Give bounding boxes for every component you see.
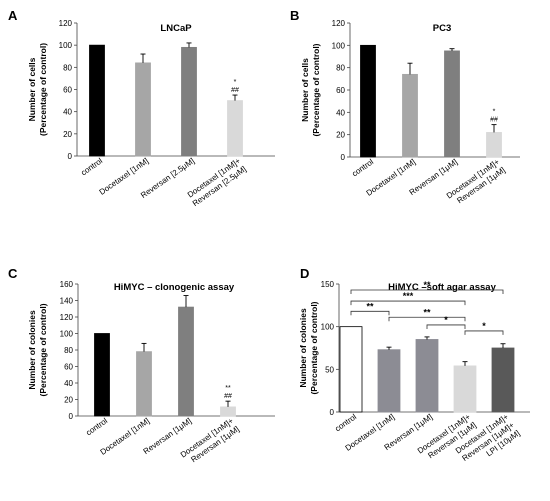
bar <box>491 347 515 413</box>
y-axis-label: Number of cells <box>27 57 37 121</box>
bar <box>377 349 401 413</box>
y-tick-label: 120 <box>332 19 346 28</box>
y-tick-label: 150 <box>321 280 335 289</box>
bar <box>453 365 477 413</box>
category-label-line: control <box>84 416 109 437</box>
y-tick-label: 100 <box>332 41 346 50</box>
comparison-bracket <box>350 289 504 294</box>
bracket-label: * <box>482 321 486 331</box>
bar <box>486 132 502 158</box>
y-tick-label: 60 <box>63 86 72 95</box>
bar <box>444 50 460 158</box>
comparison-bracket <box>350 300 466 306</box>
y-axis-label: (Percentage of control) <box>38 43 48 136</box>
chart-title: HiMYC – clonogenic assay <box>114 282 235 293</box>
y-tick-label: 0 <box>330 408 335 417</box>
panel-c: C HiMYC – clonogenic assay Number of colon… <box>8 266 275 464</box>
bracket-label: ** <box>366 301 374 311</box>
bar <box>94 333 110 417</box>
bracket-label: * <box>444 315 448 325</box>
y-tick-label: 0 <box>69 412 74 421</box>
panel-b: B PC3 Number of cells (Percentage of contro… <box>290 8 520 205</box>
y-tick-label: 20 <box>336 131 345 140</box>
bar <box>136 351 152 417</box>
y-tick-label: 50 <box>325 365 334 374</box>
y-tick-label: 0 <box>68 152 73 161</box>
y-axis-label: (Percentage of control) <box>311 43 321 136</box>
panel-letter: A <box>8 8 18 23</box>
category-label: control <box>79 156 104 177</box>
y-tick-label: 60 <box>336 86 345 95</box>
bar <box>178 306 194 417</box>
y-tick-label: 80 <box>64 346 73 355</box>
bar <box>181 46 197 157</box>
bar <box>89 44 105 157</box>
y-tick-label: 100 <box>60 330 74 339</box>
y-tick-label: 160 <box>60 280 74 289</box>
bracket-label: ** <box>423 280 431 290</box>
y-tick-label: 140 <box>60 297 74 306</box>
panel-letter: B <box>290 8 299 23</box>
chart-title: LNCaP <box>160 23 192 34</box>
category-label-line: control <box>350 157 375 178</box>
y-axis-label: (Percentage of control) <box>309 301 319 394</box>
y-tick-label: 40 <box>63 108 72 117</box>
bar <box>339 326 363 413</box>
category-label: control <box>333 412 358 433</box>
chart-title: PC3 <box>433 23 451 34</box>
significance-label: * <box>493 109 496 116</box>
category-label: control <box>350 157 375 178</box>
comparison-bracket <box>464 330 504 335</box>
category-label: control <box>84 416 109 437</box>
significance-label: ## <box>490 117 498 124</box>
significance-label: ## <box>224 393 232 400</box>
bracket-label: *** <box>403 291 414 301</box>
bar <box>415 339 439 413</box>
bar <box>227 100 243 157</box>
y-tick-label: 80 <box>336 64 345 73</box>
y-tick-label: 40 <box>336 108 345 117</box>
y-tick-label: 80 <box>63 63 72 72</box>
y-tick-label: 40 <box>64 379 73 388</box>
y-tick-label: 120 <box>60 313 74 322</box>
significance-label: * <box>234 79 237 86</box>
panel-letter: C <box>8 266 18 281</box>
y-axis-label: Number of cells <box>300 58 310 122</box>
category-label-line: control <box>79 156 104 177</box>
y-axis-label: Number of colonies <box>298 308 308 388</box>
significance-label: ## <box>231 87 239 94</box>
comparison-bracket <box>388 316 466 322</box>
y-axis-label: Number of colonies <box>27 310 37 390</box>
y-tick-label: 20 <box>64 396 73 405</box>
bar <box>402 73 418 158</box>
bar <box>135 62 151 157</box>
panel-a: A LNCaP Number of cells (Percentage of cont… <box>8 8 275 208</box>
bar <box>220 406 236 417</box>
y-tick-label: 100 <box>321 323 335 332</box>
bar <box>360 44 376 158</box>
y-tick-label: 120 <box>59 19 73 28</box>
y-tick-label: 0 <box>341 153 346 162</box>
chart-title: HiMYC –soft agar assay <box>388 282 496 293</box>
y-tick-label: 60 <box>64 363 73 372</box>
panel-d: D HiMYC –soft agar assay Number of colonie… <box>298 266 530 463</box>
bracket-label: ** <box>423 307 431 317</box>
comparison-bracket <box>350 310 390 316</box>
category-label-line: control <box>333 412 358 433</box>
significance-label: ** <box>225 385 231 392</box>
comparison-bracket <box>426 324 466 329</box>
y-tick-label: 20 <box>63 130 72 139</box>
y-tick-label: 100 <box>59 41 73 50</box>
panel-letter: D <box>300 266 309 281</box>
y-axis-label: (Percentage of control) <box>38 303 48 396</box>
